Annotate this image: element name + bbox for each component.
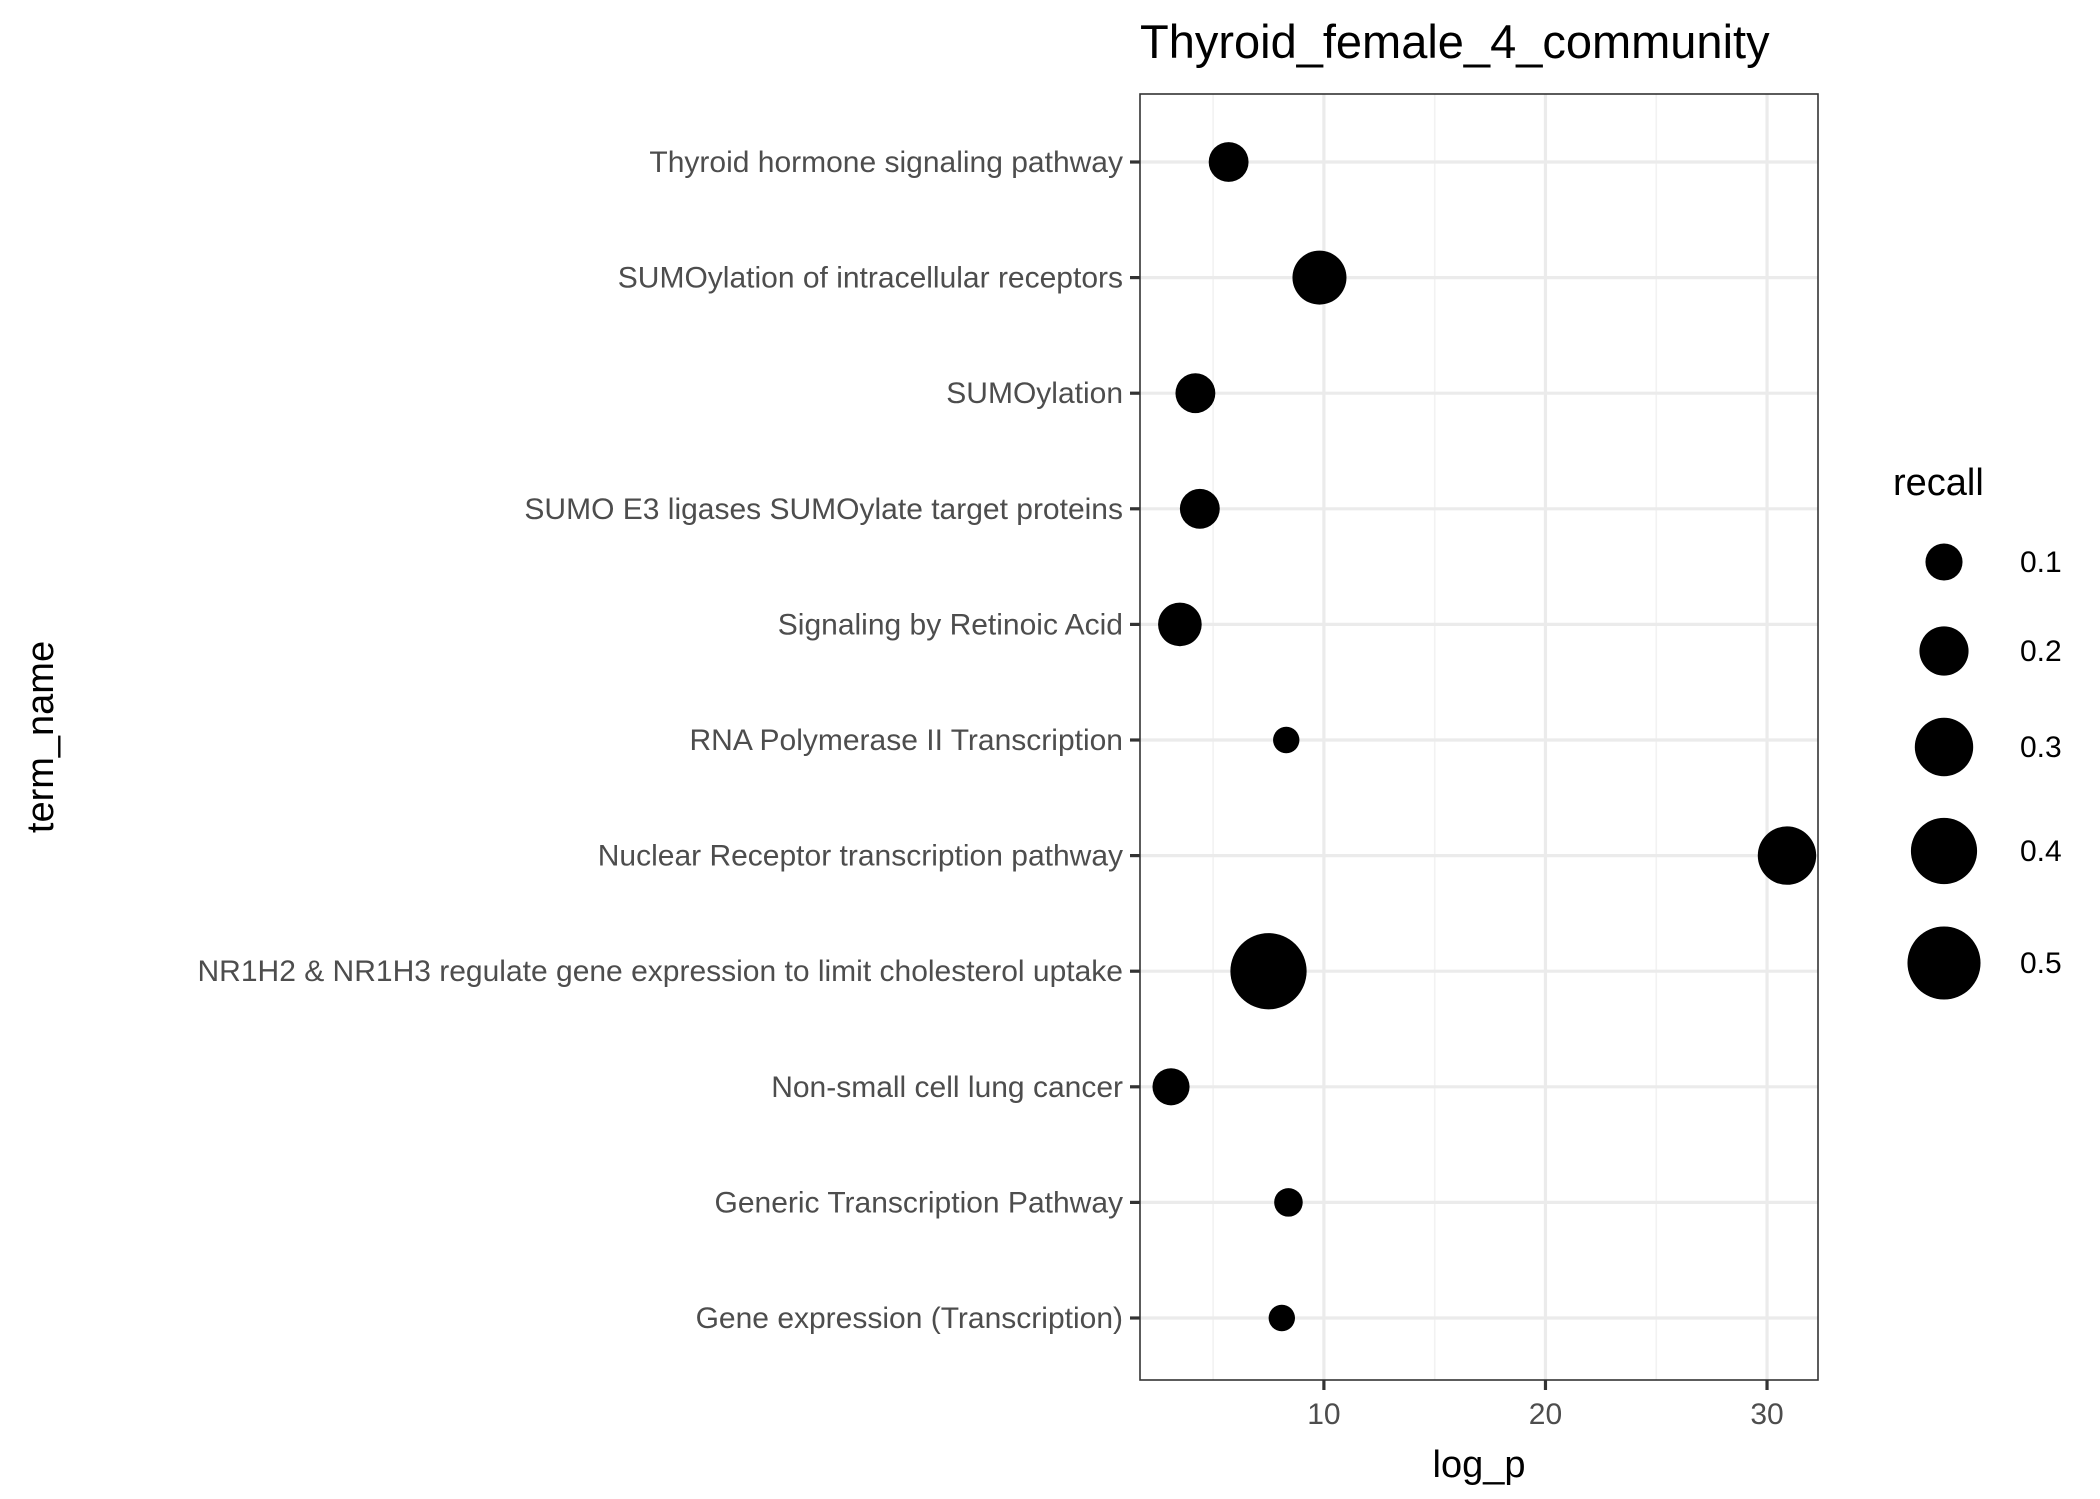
legend-title: recall <box>1893 462 1984 504</box>
data-point <box>1208 142 1249 182</box>
panel-background <box>1140 94 1818 1380</box>
y-tick-label: Non-small cell lung cancer <box>771 1071 1123 1104</box>
x-axis: 10 20 30 <box>1307 1380 1784 1431</box>
y-axis-title: term_name <box>20 641 62 833</box>
grid-minor <box>1212 94 1658 1380</box>
legend-key <box>1925 543 1963 581</box>
legend-key <box>1919 626 1969 676</box>
y-tick-label: NR1H2 & NR1H3 regulate gene expression t… <box>198 955 1123 988</box>
y-tick-label: SUMOylation of intracellular receptors <box>618 262 1123 295</box>
legend-key <box>1914 717 1974 777</box>
y-tick-label: RNA Polymerase II Transcription <box>690 724 1124 757</box>
data-point <box>1230 933 1307 1010</box>
y-tick-label: Signaling by Retinoic Acid <box>778 608 1123 641</box>
x-axis-title: log_p <box>1433 1444 1526 1486</box>
x-tick-label: 10 <box>1307 1398 1340 1431</box>
x-tick-label: 20 <box>1529 1398 1562 1431</box>
data-points <box>1152 142 1817 1332</box>
panel-border <box>1139 93 1819 1381</box>
plot-panel <box>1139 93 1819 1381</box>
legend-label: 0.3 <box>2020 731 2062 764</box>
data-point <box>1268 1304 1296 1332</box>
data-point <box>1158 602 1202 647</box>
legend-label: 0.4 <box>2020 835 2062 868</box>
legend-label: 0.1 <box>2020 546 2062 579</box>
y-tick-label: Generic Transcription Pathway <box>714 1186 1123 1219</box>
legend-key <box>1907 926 1981 1000</box>
y-tick-label: Thyroid hormone signaling pathway <box>649 146 1123 179</box>
legend: recall 0.1 0.2 0.3 0.4 0.5 <box>1893 462 2062 1000</box>
data-point <box>1273 726 1300 754</box>
y-tick-label: SUMO E3 ligases SUMOylate target protein… <box>524 493 1123 526</box>
y-tick-label: SUMOylation <box>946 377 1123 410</box>
legend-key <box>1910 817 1978 885</box>
y-tick-label: Nuclear Receptor transcription pathway <box>598 840 1123 873</box>
chart-title: Thyroid_female_4_community <box>1140 15 1770 68</box>
y-tick-label: Gene expression (Transcription) <box>696 1302 1123 1335</box>
data-point <box>1292 250 1347 305</box>
legend-label: 0.5 <box>2020 947 2062 980</box>
data-point <box>1152 1068 1190 1106</box>
data-point <box>1175 373 1216 414</box>
grid-major <box>1140 94 1818 1380</box>
data-point <box>1274 1188 1303 1217</box>
x-tick-label: 30 <box>1750 1398 1783 1431</box>
y-axis: Thyroid hormone signaling pathway SUMOyla… <box>198 146 1140 1335</box>
data-point <box>1757 826 1817 885</box>
data-point <box>1179 488 1220 529</box>
legend-label: 0.2 <box>2020 635 2062 668</box>
